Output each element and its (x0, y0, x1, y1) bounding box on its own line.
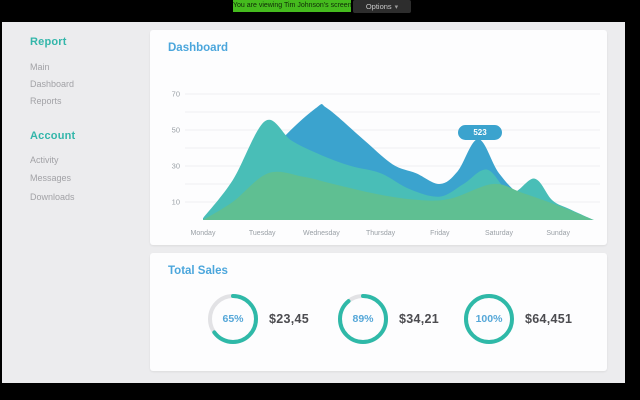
x-axis-label: Monday (191, 230, 216, 237)
area-chart[interactable]: 10 30 50 70 Monday Tuesday Wednesday Thursday Fr… (150, 30, 607, 245)
x-axis-label: Friday (430, 230, 450, 237)
y-axis-label: 50 (172, 126, 180, 135)
sales-stat: 89% $34,21 (335, 291, 535, 347)
y-axis-label: 70 (172, 90, 180, 99)
total-sales-card: Total Sales 65% $23,45 89% $34,21 (150, 253, 607, 371)
percent-label: 65% (222, 313, 244, 325)
x-axis-label: Thursday (366, 230, 396, 237)
sidebar: Report Main Dashboard Reports Account Ac… (2, 22, 148, 383)
total-sales-title: Total Sales (168, 265, 228, 277)
progress-ring (335, 291, 391, 347)
x-axis-label: Sunday (546, 230, 570, 237)
sidebar-item-reports[interactable]: Reports (30, 96, 62, 106)
x-axis-label: Saturday (485, 230, 514, 237)
sidebar-item-activity[interactable]: Activity (30, 155, 59, 165)
y-axis-label: 10 (172, 198, 180, 207)
progress-ring (205, 291, 261, 347)
sidebar-item-main[interactable]: Main (30, 62, 50, 72)
shared-screen: Report Main Dashboard Reports Account Ac… (2, 22, 625, 383)
sidebar-item-messages[interactable]: Messages (30, 173, 72, 183)
amount-label: $64,451 (525, 312, 573, 326)
amount-label: $23,45 (269, 312, 310, 326)
progress-ring (461, 291, 517, 347)
x-axis-label: Tuesday (249, 230, 276, 237)
y-axis-label: 30 (172, 162, 180, 171)
sidebar-item-dashboard[interactable]: Dashboard (30, 79, 75, 89)
sidebar-item-downloads[interactable]: Downloads (30, 192, 75, 202)
percent-label: 100% (475, 313, 503, 325)
x-axis-label: Wednesday (303, 230, 340, 237)
sidebar-section-report: Report (30, 36, 67, 48)
sidebar-section-account: Account (30, 130, 76, 142)
screen-share-topbar: You are viewing Tim Johnson's screen. Op… (0, 0, 640, 22)
sales-stat: 65% $23,45 (205, 291, 405, 347)
chevron-down-icon: ▾ (394, 4, 399, 11)
dashboard-card: Dashboard 10 30 50 70 Monday Tuesday Wednesday… (150, 30, 607, 245)
amount-label: $34,21 (399, 312, 440, 326)
options-button[interactable]: Options ▾ (353, 0, 411, 13)
percent-label: 89% (352, 313, 374, 325)
chart-tooltip-badge: 523 (458, 125, 502, 140)
sales-stat: 100% $64,451 (461, 291, 640, 347)
series-green (203, 171, 594, 220)
viewing-banner: You are viewing Tim Johnson's screen. (233, 0, 351, 12)
dashboard-card-title: Dashboard (168, 42, 229, 54)
